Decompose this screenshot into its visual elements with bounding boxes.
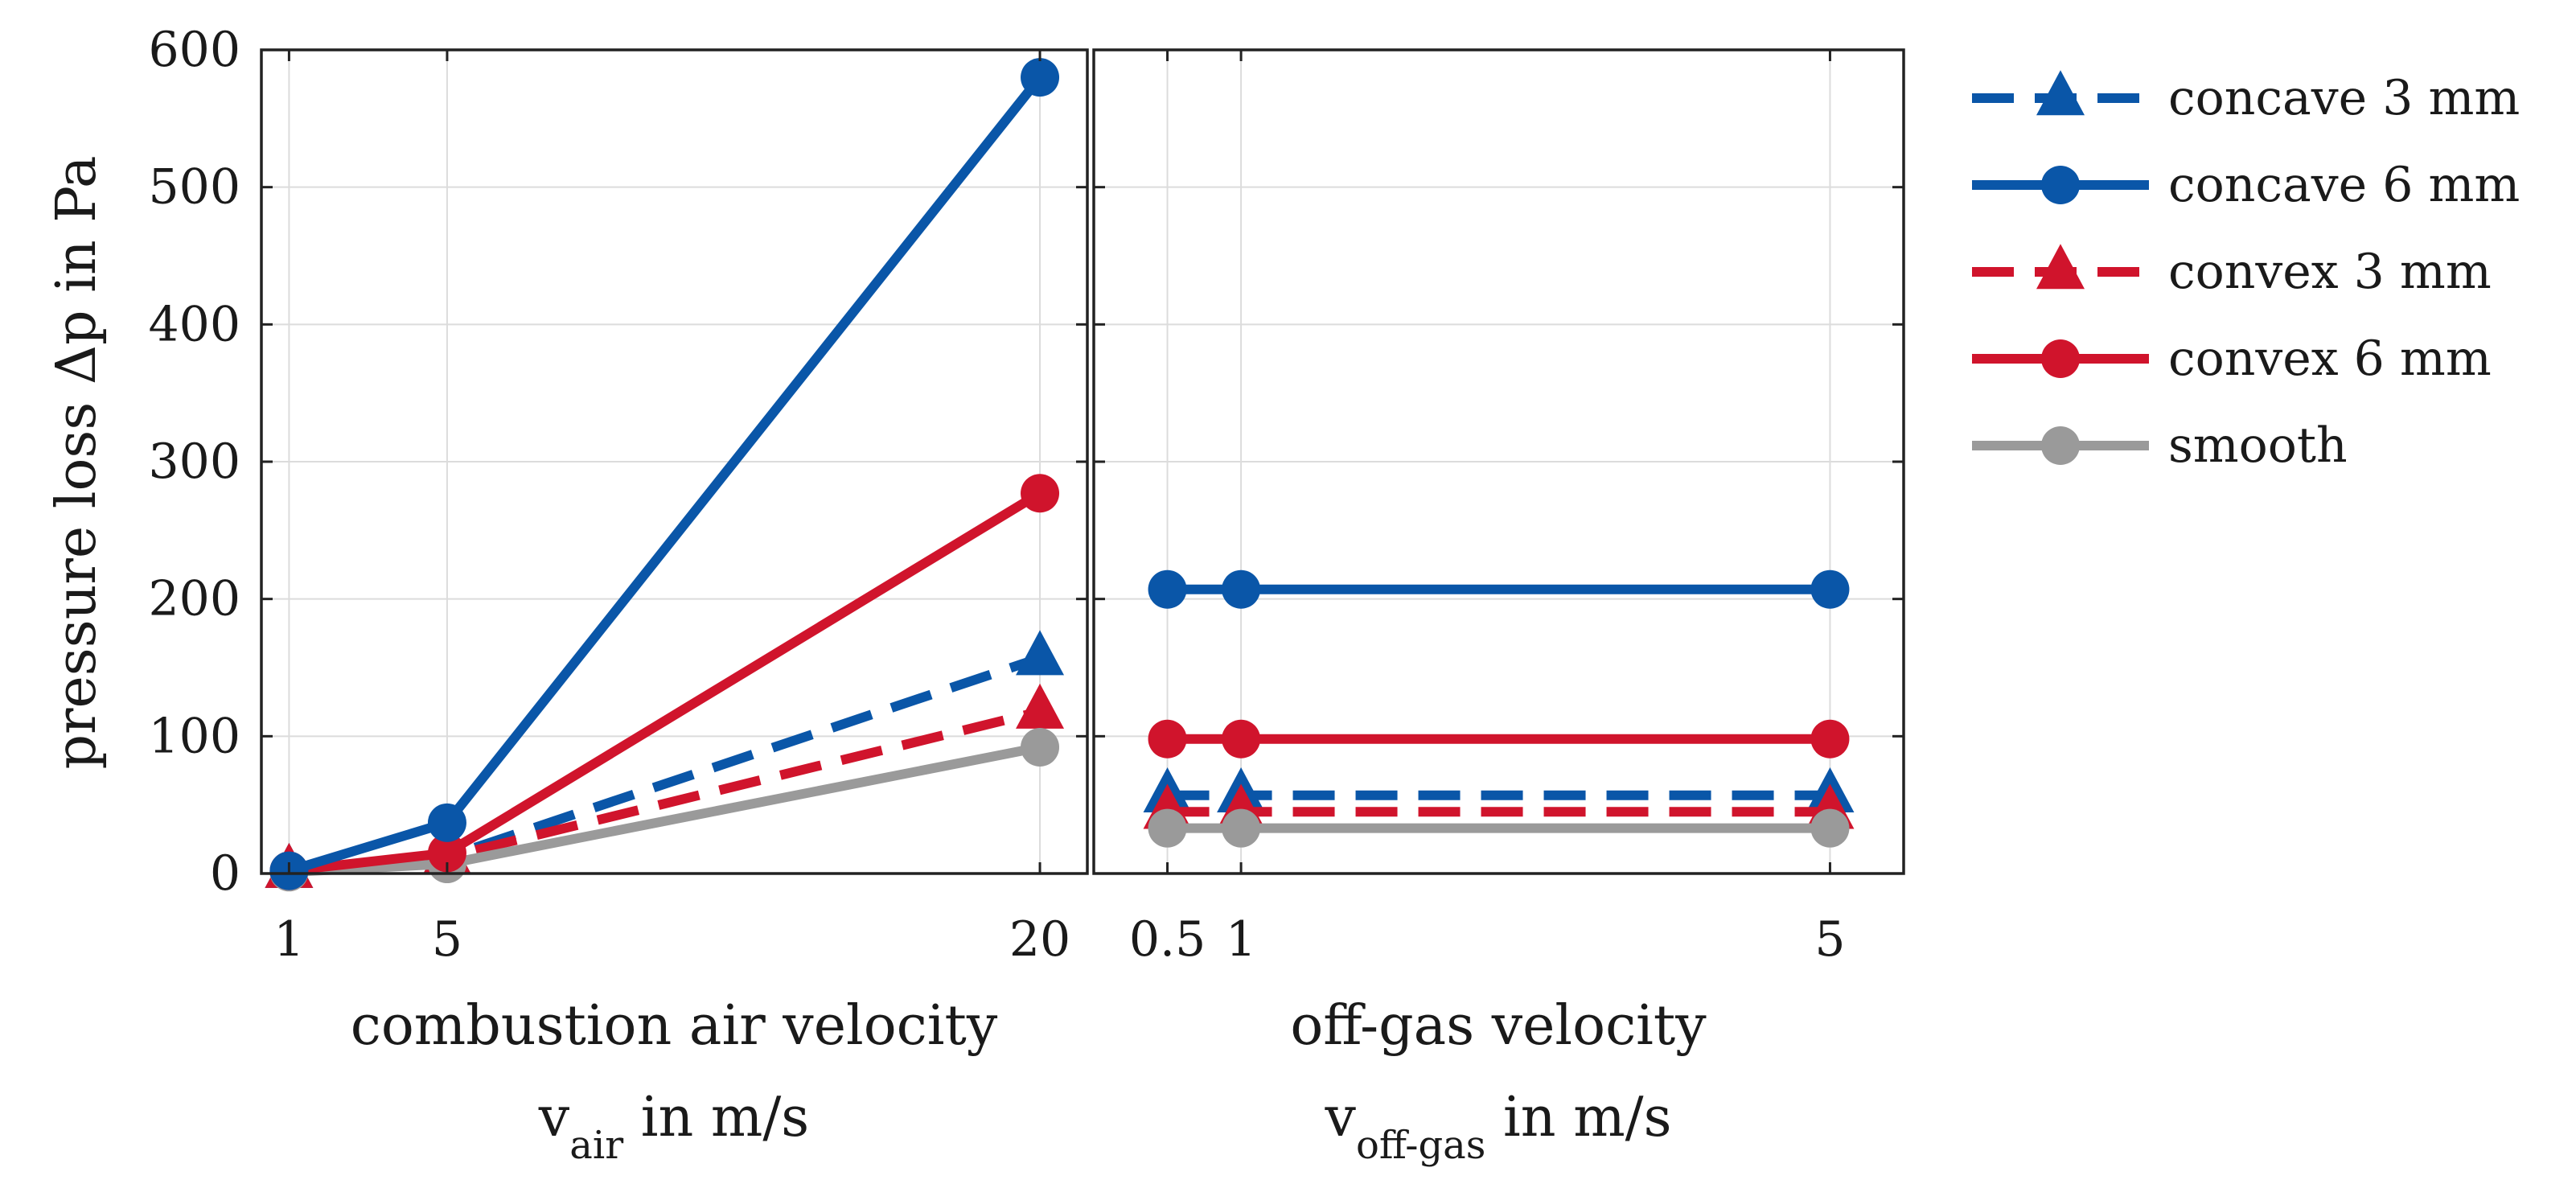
legend-label: concave 6 mm <box>2168 157 2520 213</box>
y-tick-label: 300 <box>148 434 240 490</box>
x-tick-label: 5 <box>1814 911 1845 968</box>
marker-triangle <box>1016 630 1065 676</box>
tick-layer: 0 100 200 300 400 500 600 1 5 20 0.5 1 5 <box>148 22 1845 968</box>
frame-layer <box>260 48 1905 875</box>
marker-circle <box>427 833 466 873</box>
marker-circle <box>1810 719 1850 758</box>
axes-frame <box>260 48 1089 875</box>
x-axis-var-left: v <box>538 1086 570 1149</box>
marker-circle <box>1021 474 1060 513</box>
y-axis-label: pressure loss Δp in Pa <box>45 156 109 770</box>
legend-label: convex 6 mm <box>2168 331 2492 387</box>
marker-circle <box>1148 808 1187 848</box>
legend-marker-triangle <box>2036 70 2085 116</box>
y-tick-label: 400 <box>148 296 240 352</box>
marker-circle <box>1222 808 1261 848</box>
series-layer <box>265 58 1855 892</box>
legend: concave 3 mm concave 6 mm convex 3 mm conve… <box>1972 70 2520 474</box>
x-tick-label: 5 <box>432 911 462 968</box>
marker-circle <box>1810 569 1850 609</box>
marker-triangle <box>1016 683 1065 729</box>
legend-marker-circle <box>2041 339 2080 378</box>
legend-label: convex 3 mm <box>2168 244 2492 300</box>
marker-circle <box>1222 719 1261 758</box>
marker-circle <box>1222 569 1261 609</box>
legend-label: smooth <box>2168 417 2348 474</box>
x-axis-label-left-line1: combustion air velocity <box>351 994 998 1058</box>
y-tick-label: 200 <box>148 571 240 627</box>
legend-marker-circle <box>2041 426 2080 465</box>
x-axis-sub-left: air <box>569 1123 623 1168</box>
x-tick-label: 1 <box>273 911 304 968</box>
y-tick-label: 600 <box>148 22 240 78</box>
x-axis-sub-right: off-gas <box>1356 1123 1485 1168</box>
marker-circle <box>1148 569 1187 609</box>
x-tick-label: 0.5 <box>1129 911 1206 968</box>
series-line-concave-6-mm <box>287 74 1044 876</box>
marker-circle <box>1810 808 1850 848</box>
legend-label: concave 3 mm <box>2168 70 2520 126</box>
axes-frame <box>1092 48 1905 875</box>
x-tick-label: 1 <box>1226 911 1256 968</box>
x-axis-label-left-line2: vair in m/s <box>538 1086 809 1168</box>
x-axis-label-right-line2: voff-gas in m/s <box>1325 1086 1672 1168</box>
x-axis-unit-left: in m/s <box>623 1086 809 1149</box>
x-tick-label: 20 <box>1009 911 1070 968</box>
x-axis-var-right: v <box>1325 1086 1357 1149</box>
series-line-convex-3-mm <box>288 706 1041 876</box>
marker-circle <box>1021 727 1060 767</box>
marker-circle <box>427 803 466 842</box>
legend-marker-circle <box>2041 166 2080 204</box>
y-tick-label: 0 <box>210 845 240 902</box>
marker-circle <box>1021 58 1060 97</box>
y-tick-label: 500 <box>148 159 240 216</box>
legend-marker-triangle <box>2036 244 2085 290</box>
x-axis-label-right-line1: off-gas velocity <box>1290 994 1707 1058</box>
x-axis-unit-right: in m/s <box>1485 1086 1671 1149</box>
y-tick-label: 100 <box>148 708 240 764</box>
marker-circle <box>1148 719 1187 758</box>
